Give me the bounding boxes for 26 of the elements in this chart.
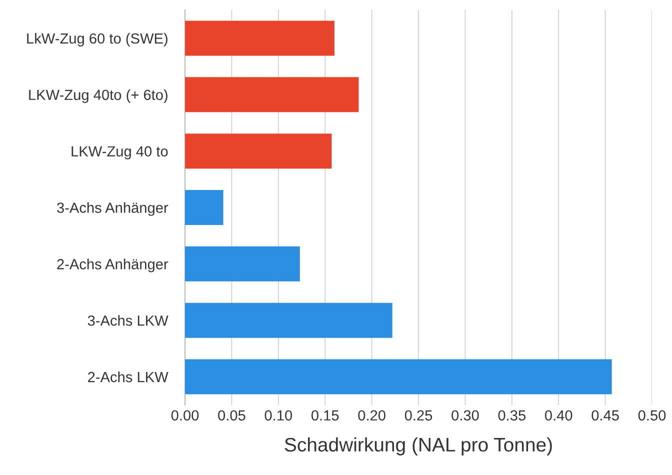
- bar: [185, 302, 392, 338]
- bar: [185, 190, 224, 225]
- x-tick-label: 0.25: [404, 410, 432, 421]
- x-axis-title: Schadwirkung (NAL pro Tonne): [284, 437, 552, 456]
- x-tick-label: 0.45: [592, 410, 619, 421]
- bar: [185, 20, 334, 56]
- x-tick-label: 0.50: [638, 410, 666, 421]
- x-tick-label: 0.40: [544, 410, 572, 421]
- y-tick-label: LkW-Zug 60 to (SWE): [27, 32, 168, 47]
- y-tick-label: 2-Achs LKW: [88, 372, 168, 382]
- y-tick-label: 2-Achs Anhänger: [57, 258, 168, 272]
- y-tick-label: 3-Achs LKW: [88, 315, 168, 326]
- x-tick-label: 0.05: [218, 410, 246, 421]
- x-tick-label: 0.00: [171, 410, 199, 421]
- x-tick-label: 0.35: [498, 410, 526, 421]
- bar: [185, 246, 300, 282]
- y-tick-label: 3-Achs Anhänger: [57, 202, 168, 216]
- bar: [185, 359, 612, 394]
- x-tick-label: 0.20: [358, 410, 386, 421]
- bar: [185, 77, 359, 112]
- x-tick-label: 0.10: [264, 410, 292, 421]
- x-tick-label: 0.30: [452, 410, 479, 421]
- y-tick-label: LKW-Zug 40to (+ 6to): [29, 89, 168, 103]
- y-tick-label: LKW-Zug 40 to: [72, 146, 168, 160]
- x-tick-label: 0.15: [311, 410, 339, 421]
- bar: [185, 134, 332, 169]
